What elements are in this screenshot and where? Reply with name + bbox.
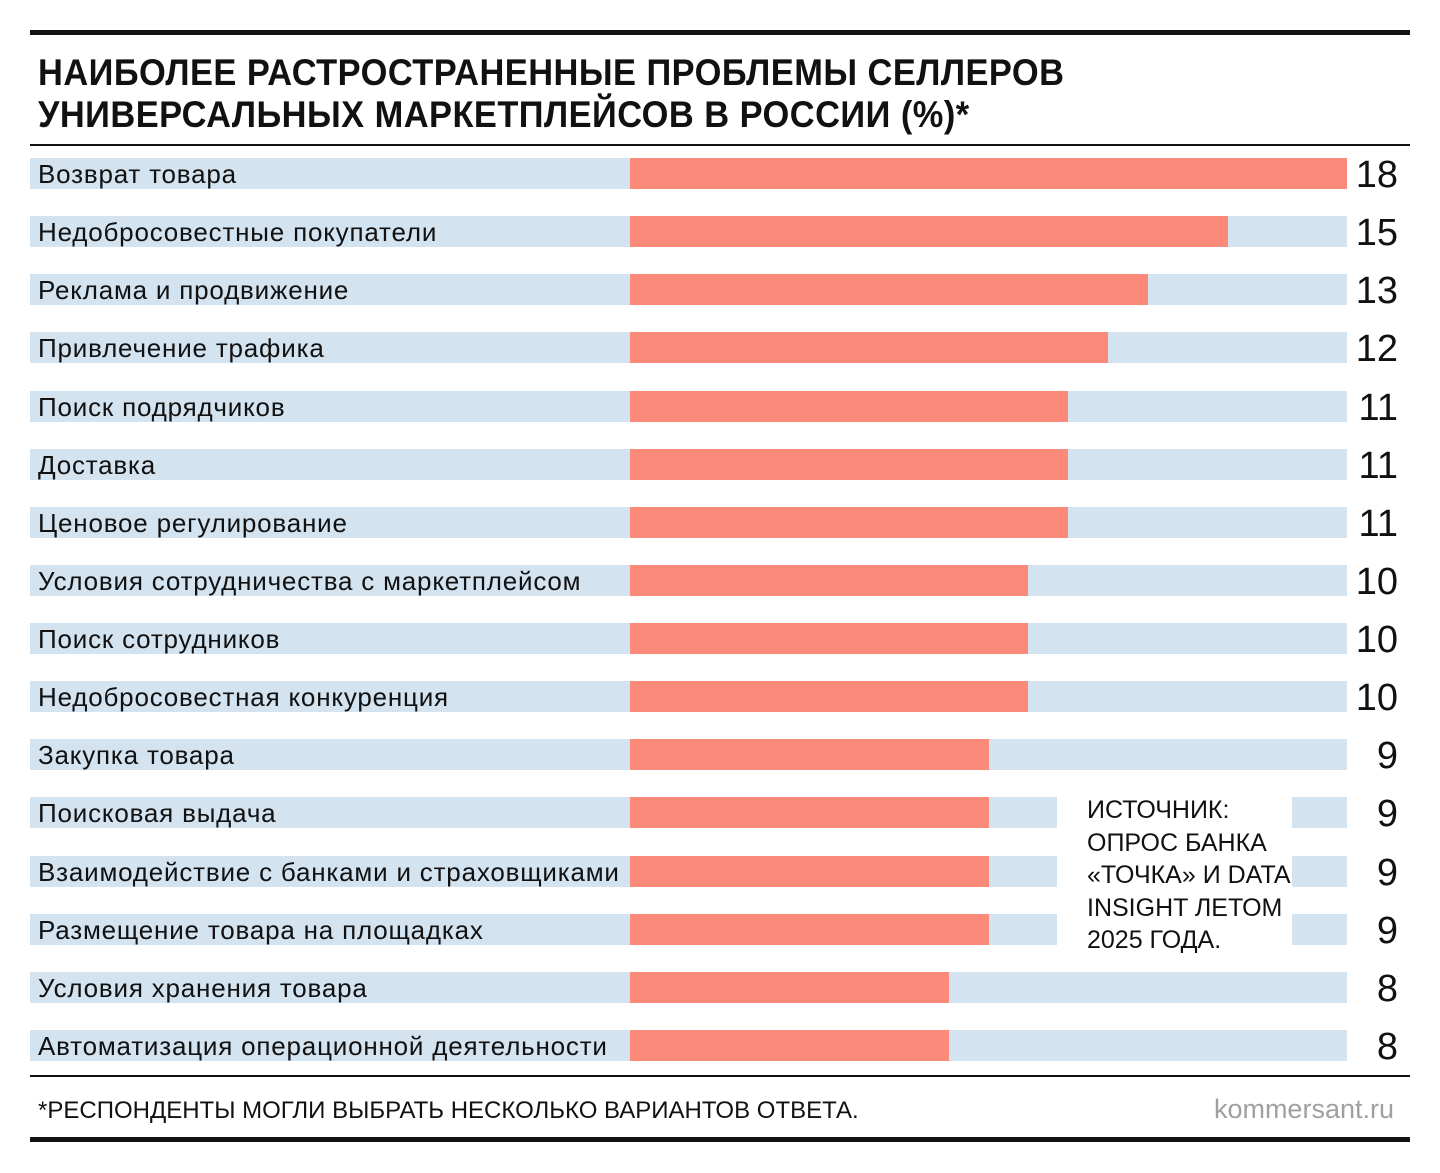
category-label: Размещение товара на площадках [38,914,484,945]
category-label: Условия хранения товара [38,972,368,1003]
bar [630,971,949,1003]
bottom-rule [30,1075,1410,1077]
value-label: 18 [1355,154,1398,196]
value-label: 9 [1376,851,1398,894]
value-label: 10 [1355,619,1398,662]
bar [630,913,989,945]
value-label: 11 [1358,444,1398,487]
bar [630,681,1029,713]
category-label: Взаимодействие с банками и страховщиками [38,856,620,887]
bar [630,332,1108,364]
bar [630,158,1347,189]
category-label: Реклама и продвижение [38,275,350,306]
bar [630,797,989,829]
bar [630,564,1029,596]
category-label: Недобросовестные покупатели [38,217,438,248]
source-backdrop [1057,790,1292,960]
value-label: 9 [1376,909,1398,952]
title-rule [30,144,1410,146]
bar [630,390,1069,422]
value-label: 9 [1376,735,1398,778]
category-label: Автоматизация операционной деятельности [38,1030,608,1061]
category-label: Недобросовестная конкуренция [38,682,449,713]
value-label: 13 [1355,270,1398,313]
value-label: 8 [1376,1025,1398,1068]
value-label: 10 [1355,677,1398,720]
site-credit: kommersant.ru [1213,1094,1394,1124]
category-label: Поиск сотрудников [38,624,281,655]
category-label: Ценовое регулирование [38,507,348,538]
chart-title: НАИБОЛЕЕ РАСТРОСТРАНЕННЫЕ ПРОБЛЕМЫ СЕЛЛЕ… [38,52,1065,135]
value-label: 12 [1355,328,1398,371]
category-label: Привлечение трафика [38,333,325,364]
category-label: Возврат товара [38,159,237,189]
final-rule [30,1137,1410,1142]
bar [630,1029,949,1061]
top-rule [30,30,1410,35]
category-label: Условия сотрудничества с маркетплейсом [38,565,582,596]
value-label: 8 [1376,967,1398,1010]
bar [630,448,1069,480]
category-label: Закупка товара [38,740,235,771]
value-label: 10 [1355,560,1398,603]
value-label: 9 [1376,793,1398,836]
value-label: 15 [1355,212,1398,255]
bar [630,216,1228,248]
footnote: *РЕСПОНДЕНТЫ МОГЛИ ВЫБРАТЬ НЕСКОЛЬКО ВАР… [38,1097,859,1124]
value-label: 11 [1358,386,1398,429]
bar [630,506,1069,538]
bar [630,274,1148,306]
category-label: Поисковая выдача [38,798,277,829]
category-label: Поиск подрядчиков [38,391,286,422]
value-label: 11 [1358,502,1398,545]
source-note: ИСТОЧНИК: ОПРОС БАНКА «ТОЧКА» И DATA INS… [1087,796,1291,954]
bar [630,739,989,771]
bar [630,855,989,887]
bar [630,623,1029,655]
category-label: Доставка [38,449,157,480]
